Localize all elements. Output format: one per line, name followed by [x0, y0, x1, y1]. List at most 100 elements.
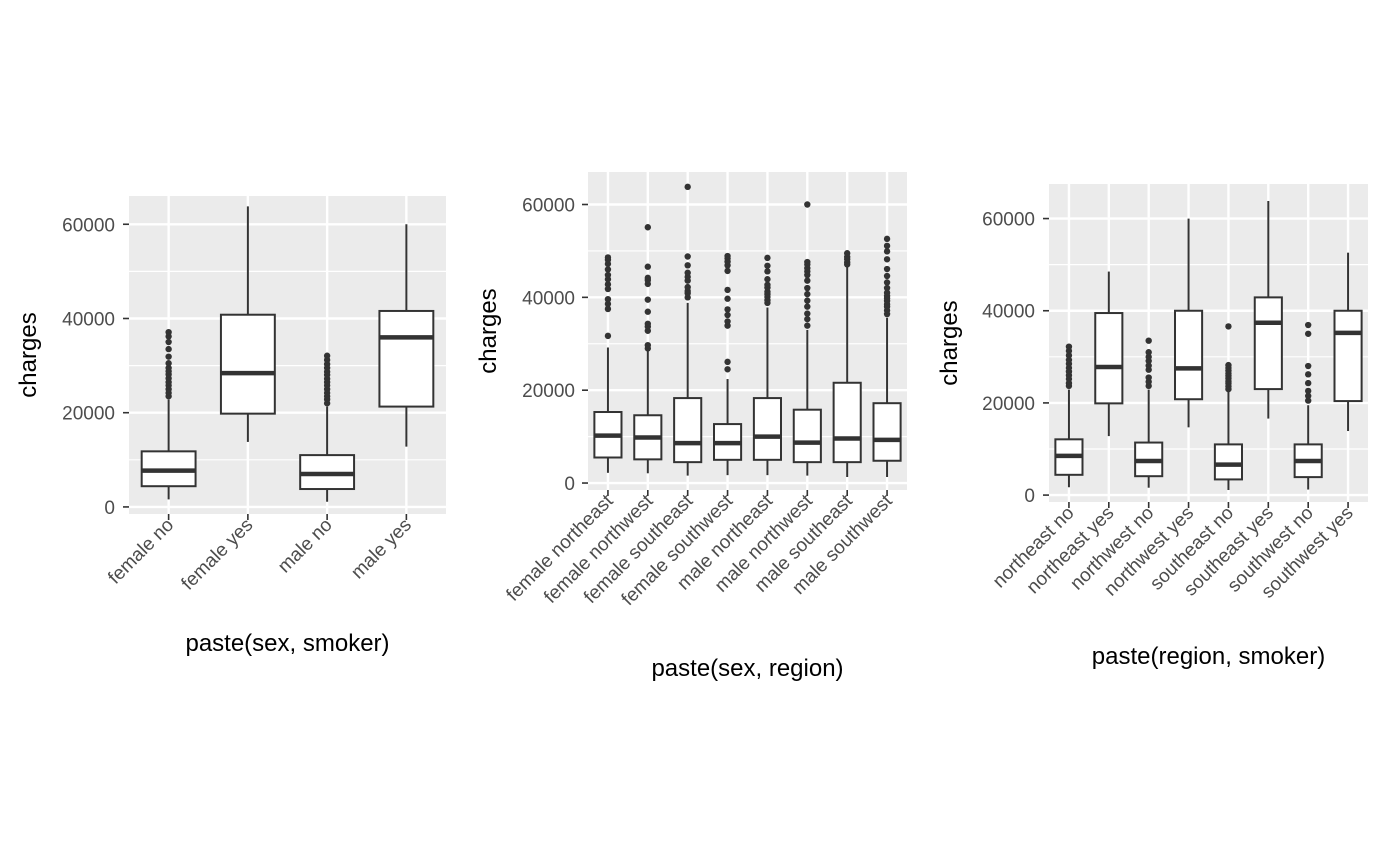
box-female-yes	[219, 206, 276, 442]
outlier-point	[604, 281, 612, 288]
outlier-point	[804, 290, 811, 298]
outlier-point	[644, 263, 652, 270]
y-tick-label: 0	[104, 498, 115, 519]
outlier-point	[804, 322, 811, 329]
x-tick-label: male no	[274, 515, 337, 578]
y-axis-title: charges	[15, 312, 42, 397]
outlier-point	[1065, 352, 1073, 359]
y-tick-label: 60000	[982, 210, 1035, 231]
outlier-point	[883, 256, 891, 263]
outlier-point	[604, 254, 612, 261]
outlier-point	[165, 360, 172, 367]
outlier-point	[644, 341, 652, 349]
box-female-northeast	[593, 254, 623, 473]
outlier-point	[804, 303, 811, 310]
outlier-point	[684, 183, 691, 191]
box-southeast-no	[1213, 323, 1243, 491]
outlier-point	[724, 318, 731, 325]
y-axis-title: charges	[475, 288, 502, 373]
outlier-point	[165, 353, 172, 360]
box-iqr	[1094, 312, 1124, 405]
box-iqr	[219, 313, 276, 415]
outlier-point	[165, 345, 172, 353]
outlier-point	[604, 332, 612, 340]
box-male-southeast	[832, 250, 862, 478]
outlier-point	[644, 308, 652, 315]
outlier-point	[604, 300, 612, 308]
outlier-point	[684, 262, 691, 269]
outlier-point	[764, 254, 771, 262]
outlier-point	[804, 310, 811, 317]
outlier-point	[604, 285, 612, 293]
outlier-point	[644, 296, 652, 303]
outlier-point	[724, 295, 731, 302]
box-iqr	[1253, 296, 1283, 391]
box-iqr	[792, 408, 822, 464]
outlier-point	[804, 277, 811, 284]
panel-1: 0 20000 40000 60000 female no female yes male …	[15, 196, 446, 657]
x-axis-title: paste(sex, smoker)	[185, 630, 389, 657]
outlier-point	[1225, 361, 1232, 369]
outlier-point	[1304, 330, 1312, 337]
outlier-point	[604, 305, 612, 313]
outlier-point	[804, 315, 811, 323]
box-iqr	[832, 381, 862, 464]
y-tick-label: 0	[1024, 486, 1035, 507]
outlier-point	[644, 274, 652, 282]
outlier-point	[684, 283, 691, 291]
box-northeast-yes	[1094, 271, 1124, 437]
outlier-point	[724, 252, 731, 260]
box-female-no	[140, 328, 197, 500]
outlier-point	[883, 248, 891, 255]
outlier-point	[804, 258, 811, 266]
y-tick-label: 20000	[62, 404, 115, 425]
outlier-point	[883, 284, 891, 292]
box-northeast-no	[1054, 343, 1084, 488]
outlier-point	[1145, 362, 1152, 369]
box-female-southeast	[673, 183, 703, 476]
outlier-point	[883, 272, 891, 280]
outlier-point	[644, 320, 652, 328]
outlier-point	[644, 224, 652, 231]
outlier-point	[883, 242, 891, 250]
outlier-point	[1145, 349, 1152, 356]
outlier-point	[764, 276, 771, 283]
outlier-point	[165, 338, 172, 346]
box-iqr	[1333, 309, 1363, 403]
outlier-point	[804, 284, 811, 292]
x-tick-label: male yes	[347, 515, 416, 584]
box-male-southwest	[872, 235, 902, 478]
outlier-point	[604, 271, 612, 279]
box-southwest-no	[1293, 321, 1323, 490]
outlier-point	[724, 358, 731, 366]
outlier-point	[724, 306, 731, 313]
outlier-point	[1225, 323, 1232, 330]
box-iqr	[872, 402, 902, 462]
outlier-point	[804, 297, 811, 304]
y-tick-label: 0	[564, 474, 575, 495]
y-tick-label: 40000	[62, 309, 115, 330]
outlier-point	[1304, 397, 1312, 404]
box-male-northwest	[792, 201, 822, 476]
box-female-northwest	[633, 224, 663, 474]
outlier-point	[724, 286, 731, 294]
y-tick-label: 20000	[982, 394, 1035, 415]
outlier-point	[883, 289, 891, 296]
outlier-point	[1065, 356, 1073, 364]
outlier-point	[684, 269, 691, 276]
outlier-point	[1145, 374, 1152, 381]
box-male-northeast	[752, 254, 782, 476]
x-tick-label: female no	[104, 515, 178, 589]
x-tick-label: female yes	[178, 515, 258, 595]
y-tick-label: 20000	[522, 381, 575, 402]
box-northwest-yes	[1174, 218, 1204, 428]
y-axis-title: charges	[936, 300, 963, 385]
outlier-point	[883, 265, 891, 273]
outlier-point	[724, 366, 731, 373]
box-southwest-yes	[1333, 252, 1363, 432]
outlier-point	[1304, 362, 1312, 370]
outlier-point	[604, 296, 612, 303]
outlier-point	[323, 352, 331, 359]
outlier-point	[1145, 337, 1152, 344]
